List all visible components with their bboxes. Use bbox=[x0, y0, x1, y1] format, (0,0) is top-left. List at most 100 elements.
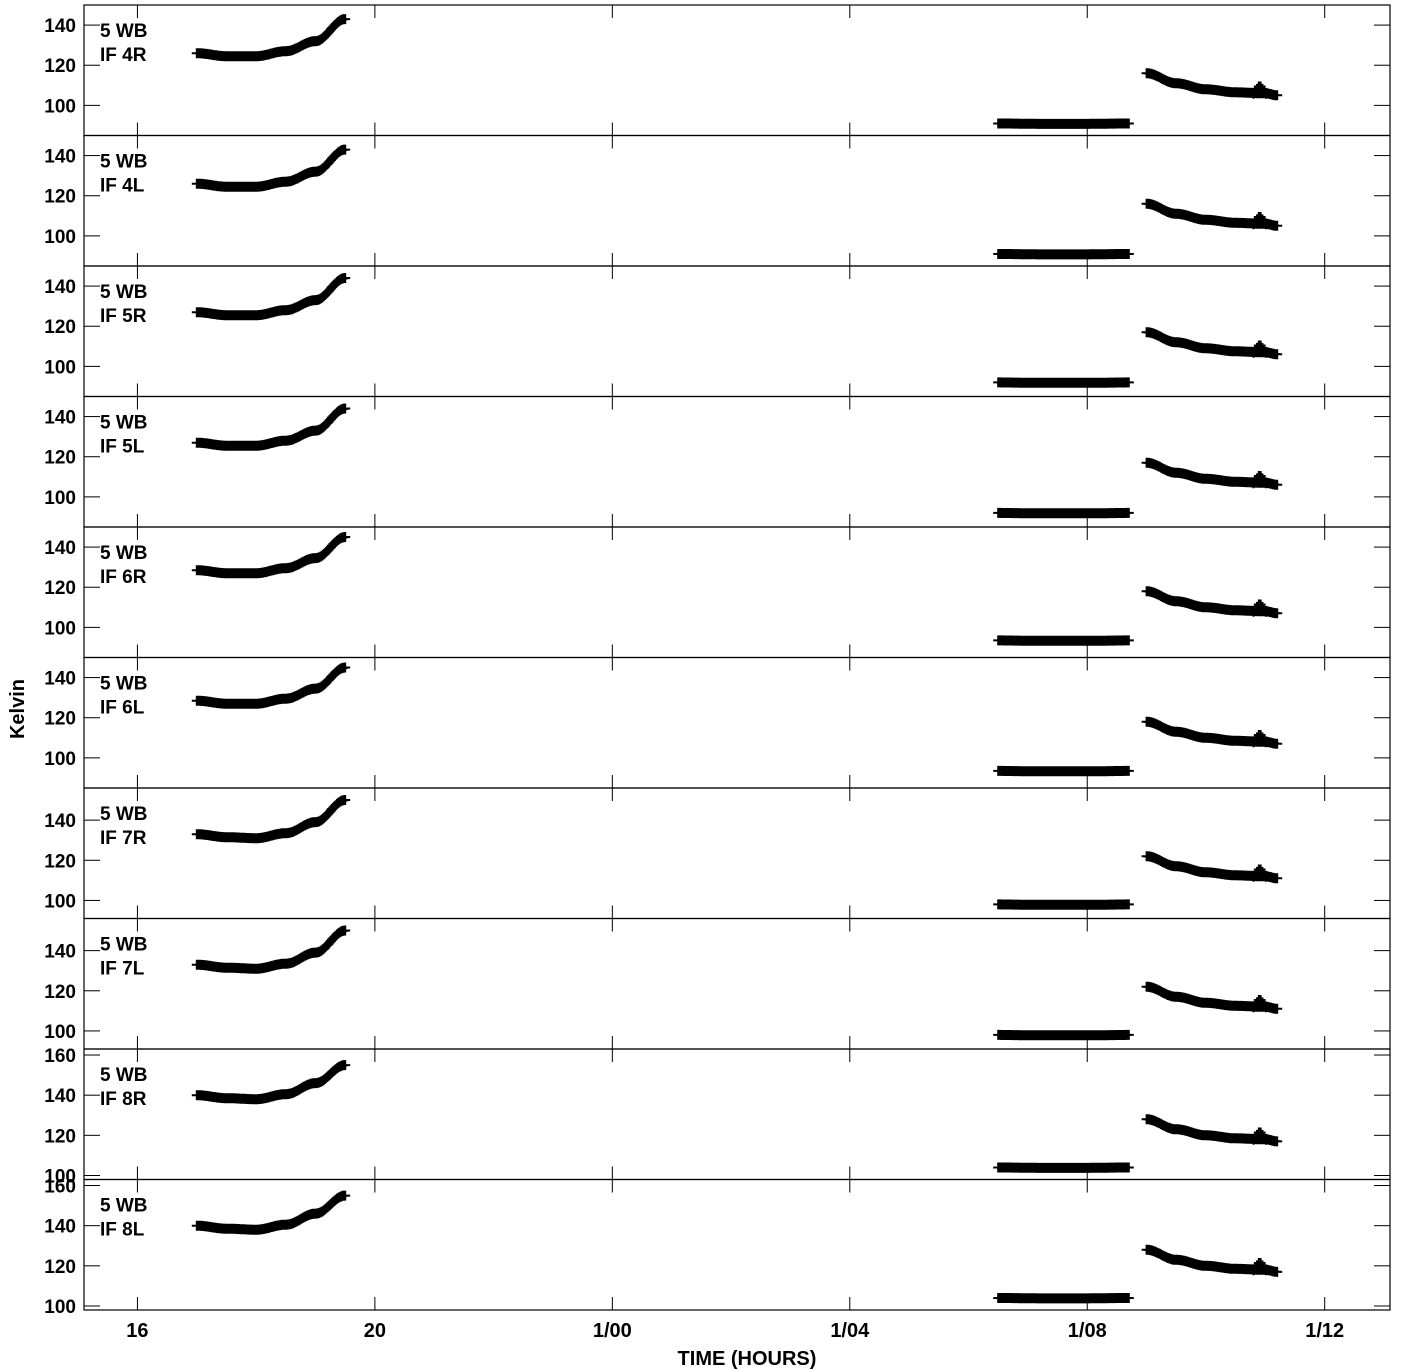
panel-label-line1: 5 WB bbox=[100, 413, 148, 434]
y-tick-label: 160 bbox=[44, 1046, 76, 1067]
data-series-spike bbox=[1248, 1127, 1271, 1145]
data-series-spike bbox=[1248, 81, 1271, 99]
panel-5: 100 120 140 5 WB IF 6R bbox=[44, 526, 1391, 659]
y-tick-label: 140 bbox=[44, 1217, 76, 1238]
panel-10: 100 120 140 160 5 WB IF 8L bbox=[44, 1177, 1391, 1318]
y-tick-label: 140 bbox=[44, 1086, 76, 1107]
x-tick-label: 16 bbox=[126, 1320, 148, 1342]
data-series-segment1 bbox=[191, 14, 351, 62]
panel-7: 100 120 140 5 WB IF 7R bbox=[44, 787, 1391, 920]
y-tick-label: 120 bbox=[44, 709, 76, 730]
data-series-segment1 bbox=[191, 273, 351, 321]
x-tick-label: 1/00 bbox=[593, 1320, 632, 1342]
x-axis-label: TIME (HOURS) bbox=[678, 1348, 817, 1370]
data-series-segment2 bbox=[993, 118, 1134, 129]
data-series-segment1 bbox=[191, 662, 351, 709]
panel-2: 100 120 140 5 WB IF 4L bbox=[44, 134, 1391, 267]
panel-label-line1: 5 WB bbox=[100, 935, 148, 956]
y-tick-label: 120 bbox=[44, 56, 76, 77]
data-series-segment1 bbox=[191, 403, 351, 451]
panel-frame bbox=[83, 1178, 1391, 1311]
panel-frame bbox=[83, 395, 1391, 528]
panel-frame bbox=[83, 4, 1391, 137]
y-tick-label: 100 bbox=[44, 1022, 76, 1043]
panel-6: 100 120 140 5 WB IF 6L bbox=[44, 656, 1391, 789]
data-series-spike bbox=[1248, 599, 1271, 617]
panel-label-line2: IF 5L bbox=[100, 437, 145, 458]
data-series-segment2 bbox=[993, 507, 1134, 519]
panel-label-line2: IF 8R bbox=[100, 1089, 147, 1110]
panel-9: 100 120 140 160 5 WB IF 8R bbox=[44, 1046, 1391, 1187]
panel-frame bbox=[83, 787, 1391, 920]
data-series-segment1 bbox=[191, 925, 351, 974]
panel-frame bbox=[83, 265, 1391, 398]
y-tick-label: 160 bbox=[44, 1177, 76, 1198]
y-tick-label: 100 bbox=[44, 618, 76, 639]
data-series-segment1 bbox=[191, 144, 351, 192]
panel-frame bbox=[83, 1048, 1391, 1181]
y-tick-label: 120 bbox=[44, 448, 76, 469]
data-series-segment2 bbox=[993, 249, 1134, 260]
panel-label-line1: 5 WB bbox=[100, 674, 148, 695]
x-tick-label: 20 bbox=[364, 1320, 386, 1342]
y-tick-label: 120 bbox=[44, 982, 76, 1003]
y-tick-label: 140 bbox=[44, 408, 76, 429]
data-series-segment1 bbox=[191, 532, 351, 579]
panel-label-line1: 5 WB bbox=[100, 21, 148, 42]
y-tick-label: 140 bbox=[44, 942, 76, 963]
data-series-spike bbox=[1248, 730, 1271, 748]
y-tick-label: 140 bbox=[44, 16, 76, 37]
data-series-segment1 bbox=[191, 1190, 351, 1235]
y-tick-label: 140 bbox=[44, 147, 76, 168]
panel-label-line1: 5 WB bbox=[100, 282, 148, 303]
panel-label-line2: IF 4R bbox=[100, 45, 147, 66]
data-series-segment1 bbox=[191, 795, 351, 844]
panel-label-line2: IF 4L bbox=[100, 176, 145, 197]
x-tick-label: 1/08 bbox=[1068, 1320, 1107, 1342]
x-tick-label: 1/04 bbox=[830, 1320, 870, 1342]
panel-label-line1: 5 WB bbox=[100, 543, 148, 564]
data-series-segment2 bbox=[993, 635, 1134, 646]
y-tick-label: 100 bbox=[44, 891, 76, 912]
y-tick-label: 100 bbox=[44, 357, 76, 378]
y-tick-label: 140 bbox=[44, 669, 76, 690]
y-tick-label: 120 bbox=[44, 578, 76, 599]
data-series-spike bbox=[1248, 995, 1271, 1013]
panel-label-line1: 5 WB bbox=[100, 804, 148, 825]
data-series-segment2 bbox=[993, 899, 1134, 910]
panel-label-line1: 5 WB bbox=[100, 1065, 148, 1086]
data-series-spike bbox=[1248, 471, 1271, 489]
y-tick-label: 100 bbox=[44, 1166, 76, 1187]
data-series-spike bbox=[1248, 1258, 1271, 1276]
y-tick-label: 120 bbox=[44, 1257, 76, 1278]
panel-1: 100 120 140 5 WB IF 4R bbox=[44, 4, 1391, 137]
y-tick-label: 120 bbox=[44, 317, 76, 338]
y-tick-label: 100 bbox=[44, 1297, 76, 1318]
data-series-spike bbox=[1248, 212, 1271, 230]
panel-label-line2: IF 5R bbox=[100, 306, 147, 327]
y-tick-label: 120 bbox=[44, 1126, 76, 1147]
x-tick-label: 1/12 bbox=[1305, 1320, 1344, 1342]
panel-3: 100 120 140 5 WB IF 5R bbox=[44, 265, 1391, 398]
y-tick-label: 140 bbox=[44, 811, 76, 832]
data-series-spike bbox=[1248, 864, 1271, 882]
y-axis-label: Kelvin bbox=[7, 679, 29, 739]
panel-frame bbox=[83, 134, 1391, 267]
y-tick-label: 140 bbox=[44, 277, 76, 298]
panel-label-line2: IF 6R bbox=[100, 567, 147, 588]
y-tick-label: 120 bbox=[44, 187, 76, 208]
panel-label-line2: IF 8L bbox=[100, 1220, 145, 1241]
y-tick-label: 120 bbox=[44, 851, 76, 872]
panel-4: 100 120 140 5 WB IF 5L bbox=[44, 395, 1391, 528]
panel-frame bbox=[83, 917, 1391, 1050]
panel-label-line2: IF 7L bbox=[100, 959, 145, 980]
y-tick-label: 100 bbox=[44, 227, 76, 248]
panel-label-line1: 5 WB bbox=[100, 152, 148, 173]
panel-label-line2: IF 6L bbox=[100, 698, 145, 719]
y-tick-label: 140 bbox=[44, 538, 76, 559]
panel-label-line1: 5 WB bbox=[100, 1196, 148, 1217]
y-tick-label: 100 bbox=[44, 96, 76, 117]
data-series-spike bbox=[1248, 340, 1271, 358]
panel-frame bbox=[83, 526, 1391, 659]
